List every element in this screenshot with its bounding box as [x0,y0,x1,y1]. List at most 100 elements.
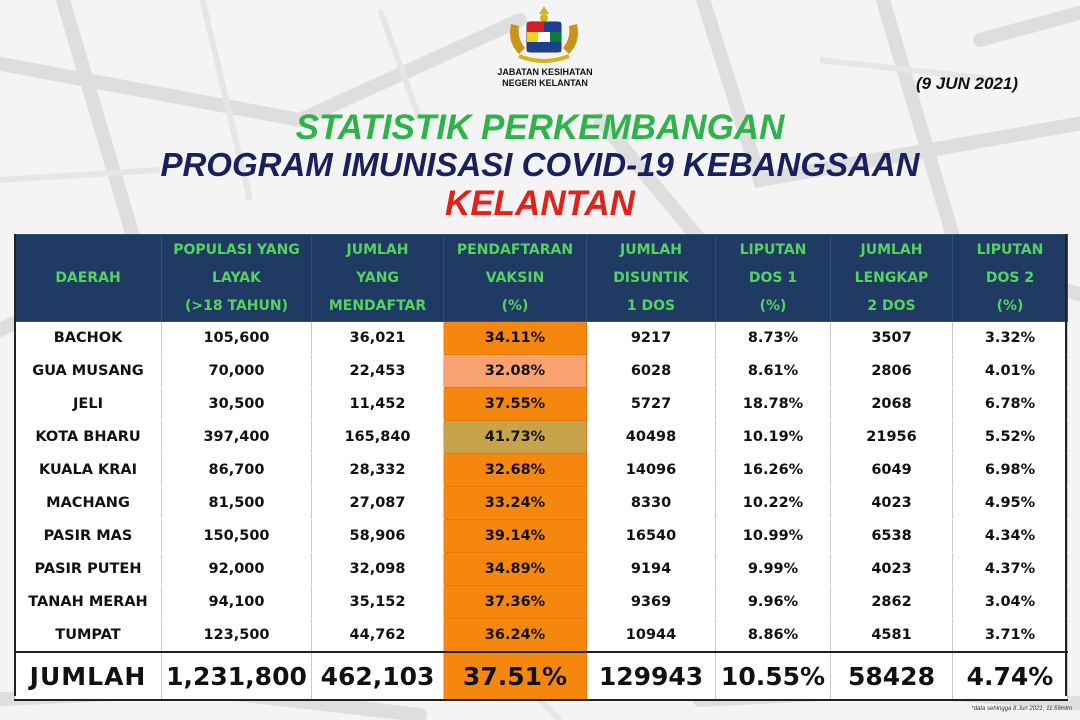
table-cell: 2862 [830,585,953,619]
column-header: PENDAFTARAN VAKSIN (%) [443,234,587,322]
table-cell: 11,452 [311,387,444,421]
table-cell: 22,453 [311,354,444,388]
column-header-line: DOS 2 [985,270,1035,286]
table-cell: 30,500 [161,387,312,421]
column-header-line: JUMLAH [620,242,682,258]
table-row: PASIR PUTEH 92,000 32,098 34.89% 9194 9.99% 40… [14,552,1068,586]
table-cell: 5727 [586,387,716,421]
table-cell: 16540 [586,519,716,553]
table-cell: 40498 [586,420,716,454]
table-cell: 37.36% [443,585,587,619]
district-name: TUMPAT [14,618,162,653]
table-cell: 16.26% [715,453,831,487]
table-cell: 37.55% [443,387,587,421]
table-cell: 10.19% [715,420,831,454]
total-label: JUMLAH [14,651,162,701]
column-header-line: LIPUTAN [976,242,1044,258]
column-header-line: LAYAK [212,270,261,286]
column-header-line: DOS 1 [748,270,798,286]
column-header-line: MENDAFTAR [328,298,427,314]
column-header-line: LENGKAP [854,270,929,286]
column-header-line: 1 DOS [626,298,676,314]
table-cell: 105,600 [161,321,312,355]
table-cell: 3.32% [952,321,1068,355]
column-header-line: (%) [996,298,1024,314]
total-cell: 1,231,800 [161,651,312,701]
table-cell: 9194 [586,552,716,586]
table-cell: 3.71% [952,618,1068,653]
report-date: (9 JUN 2021) [915,74,1018,93]
total-cell: 10.55% [715,651,831,701]
table-cell: 94,100 [161,585,312,619]
table-cell: 2806 [830,354,953,388]
department-name: JABATAN KESIHATAN NEGERI KELANTAN [460,67,630,89]
table-cell: 2068 [830,387,953,421]
column-header-line: DISUNTIK [613,270,689,286]
column-header-line: VAKSIN [485,270,545,286]
table-cell: 5.52% [952,420,1068,454]
table-cell: 10.22% [715,486,831,520]
table-cell: 32,098 [311,552,444,586]
table-cell: 36,021 [311,321,444,355]
table-row: PASIR MAS 150,500 58,906 39.14% 16540 10.99% 6… [14,519,1068,553]
district-name: JELI [14,387,162,421]
column-header: POPULASI YANG LAYAK (>18 TAHUN) [161,234,312,322]
column-header-line: (>18 TAHUN) [185,298,288,314]
district-name: BACHOK [14,321,162,355]
table-cell: 8.61% [715,354,831,388]
table-cell: 4.01% [952,354,1068,388]
table-cell: 4.37% [952,552,1068,586]
coat-of-arms-logo [510,6,578,63]
table-cell: 58,906 [311,519,444,553]
table-cell: 150,500 [161,519,312,553]
table-cell: 9217 [586,321,716,355]
table-cell: 3507 [830,321,953,355]
total-cell: 4.74% [952,651,1068,701]
table-row: GUA MUSANG 70,000 22,453 32.08% 6028 8.61% 280… [14,354,1068,388]
table-row: JELI 30,500 11,452 37.55% 5727 18.78% 2068 6.78… [14,387,1068,421]
table-cell: 27,087 [311,486,444,520]
table-cell: 14096 [586,453,716,487]
table-row: TUMPAT 123,500 44,762 36.24% 10944 8.86% 4581 3… [14,618,1068,653]
table-cell: 28,332 [311,453,444,487]
district-name: MACHANG [14,486,162,520]
department-line-2: NEGERI KELANTAN [502,78,588,88]
table-cell: 8.73% [715,321,831,355]
column-header: DAERAH [14,234,162,322]
table-cell: 33.24% [443,486,587,520]
table-cell: 36.24% [443,618,587,653]
table-cell: 6028 [586,354,716,388]
district-name: PASIR MAS [14,519,162,553]
table-cell: 70,000 [161,354,312,388]
table-cell: 123,500 [161,618,312,653]
department-line-1: JABATAN KESIHATAN [497,67,593,77]
column-header-line: JUMLAH [346,242,409,258]
column-header: JUMLAH YANG MENDAFTAR [311,234,444,322]
table-cell: 10944 [586,618,716,653]
column-header: JUMLAH LENGKAP 2 DOS [830,234,953,322]
column-header: LIPUTAN DOS 2 (%) [952,234,1068,322]
table-cell: 165,840 [311,420,444,454]
table-cell: 9.96% [715,585,831,619]
district-name: TANAH MERAH [14,585,162,619]
district-name: KOTA BHARU [14,420,162,454]
table-body: BACHOK 105,600 36,021 34.11% 9217 8.73% 3507 3.… [14,321,1068,701]
table-cell: 35,152 [311,585,444,619]
table-row: MACHANG 81,500 27,087 33.24% 8330 10.22% 4023 4… [14,486,1068,520]
district-name: KUALA KRAI [14,453,162,487]
table-row: BACHOK 105,600 36,021 34.11% 9217 8.73% 3507 3.… [14,321,1068,355]
table-cell: 6.78% [952,387,1068,421]
table-cell: 10.99% [715,519,831,553]
column-header-line: 2 DOS [867,298,916,314]
table-cell: 32.68% [443,453,587,487]
table-cell: 21956 [830,420,953,454]
table-cell: 8330 [586,486,716,520]
table-cell: 4.95% [952,486,1068,520]
table-cell: 8.86% [715,618,831,653]
column-header-line: PENDAFTARAN [456,242,574,258]
table-row: TANAH MERAH 94,100 35,152 37.36% 9369 9.96% 28… [14,585,1068,619]
table-cell: 34.11% [443,321,587,355]
table-cell: 3.04% [952,585,1068,619]
table-cell: 86,700 [161,453,312,487]
data-footnote: *data sehingga 8 Jun 2021, 11.59mlm [971,706,1072,712]
